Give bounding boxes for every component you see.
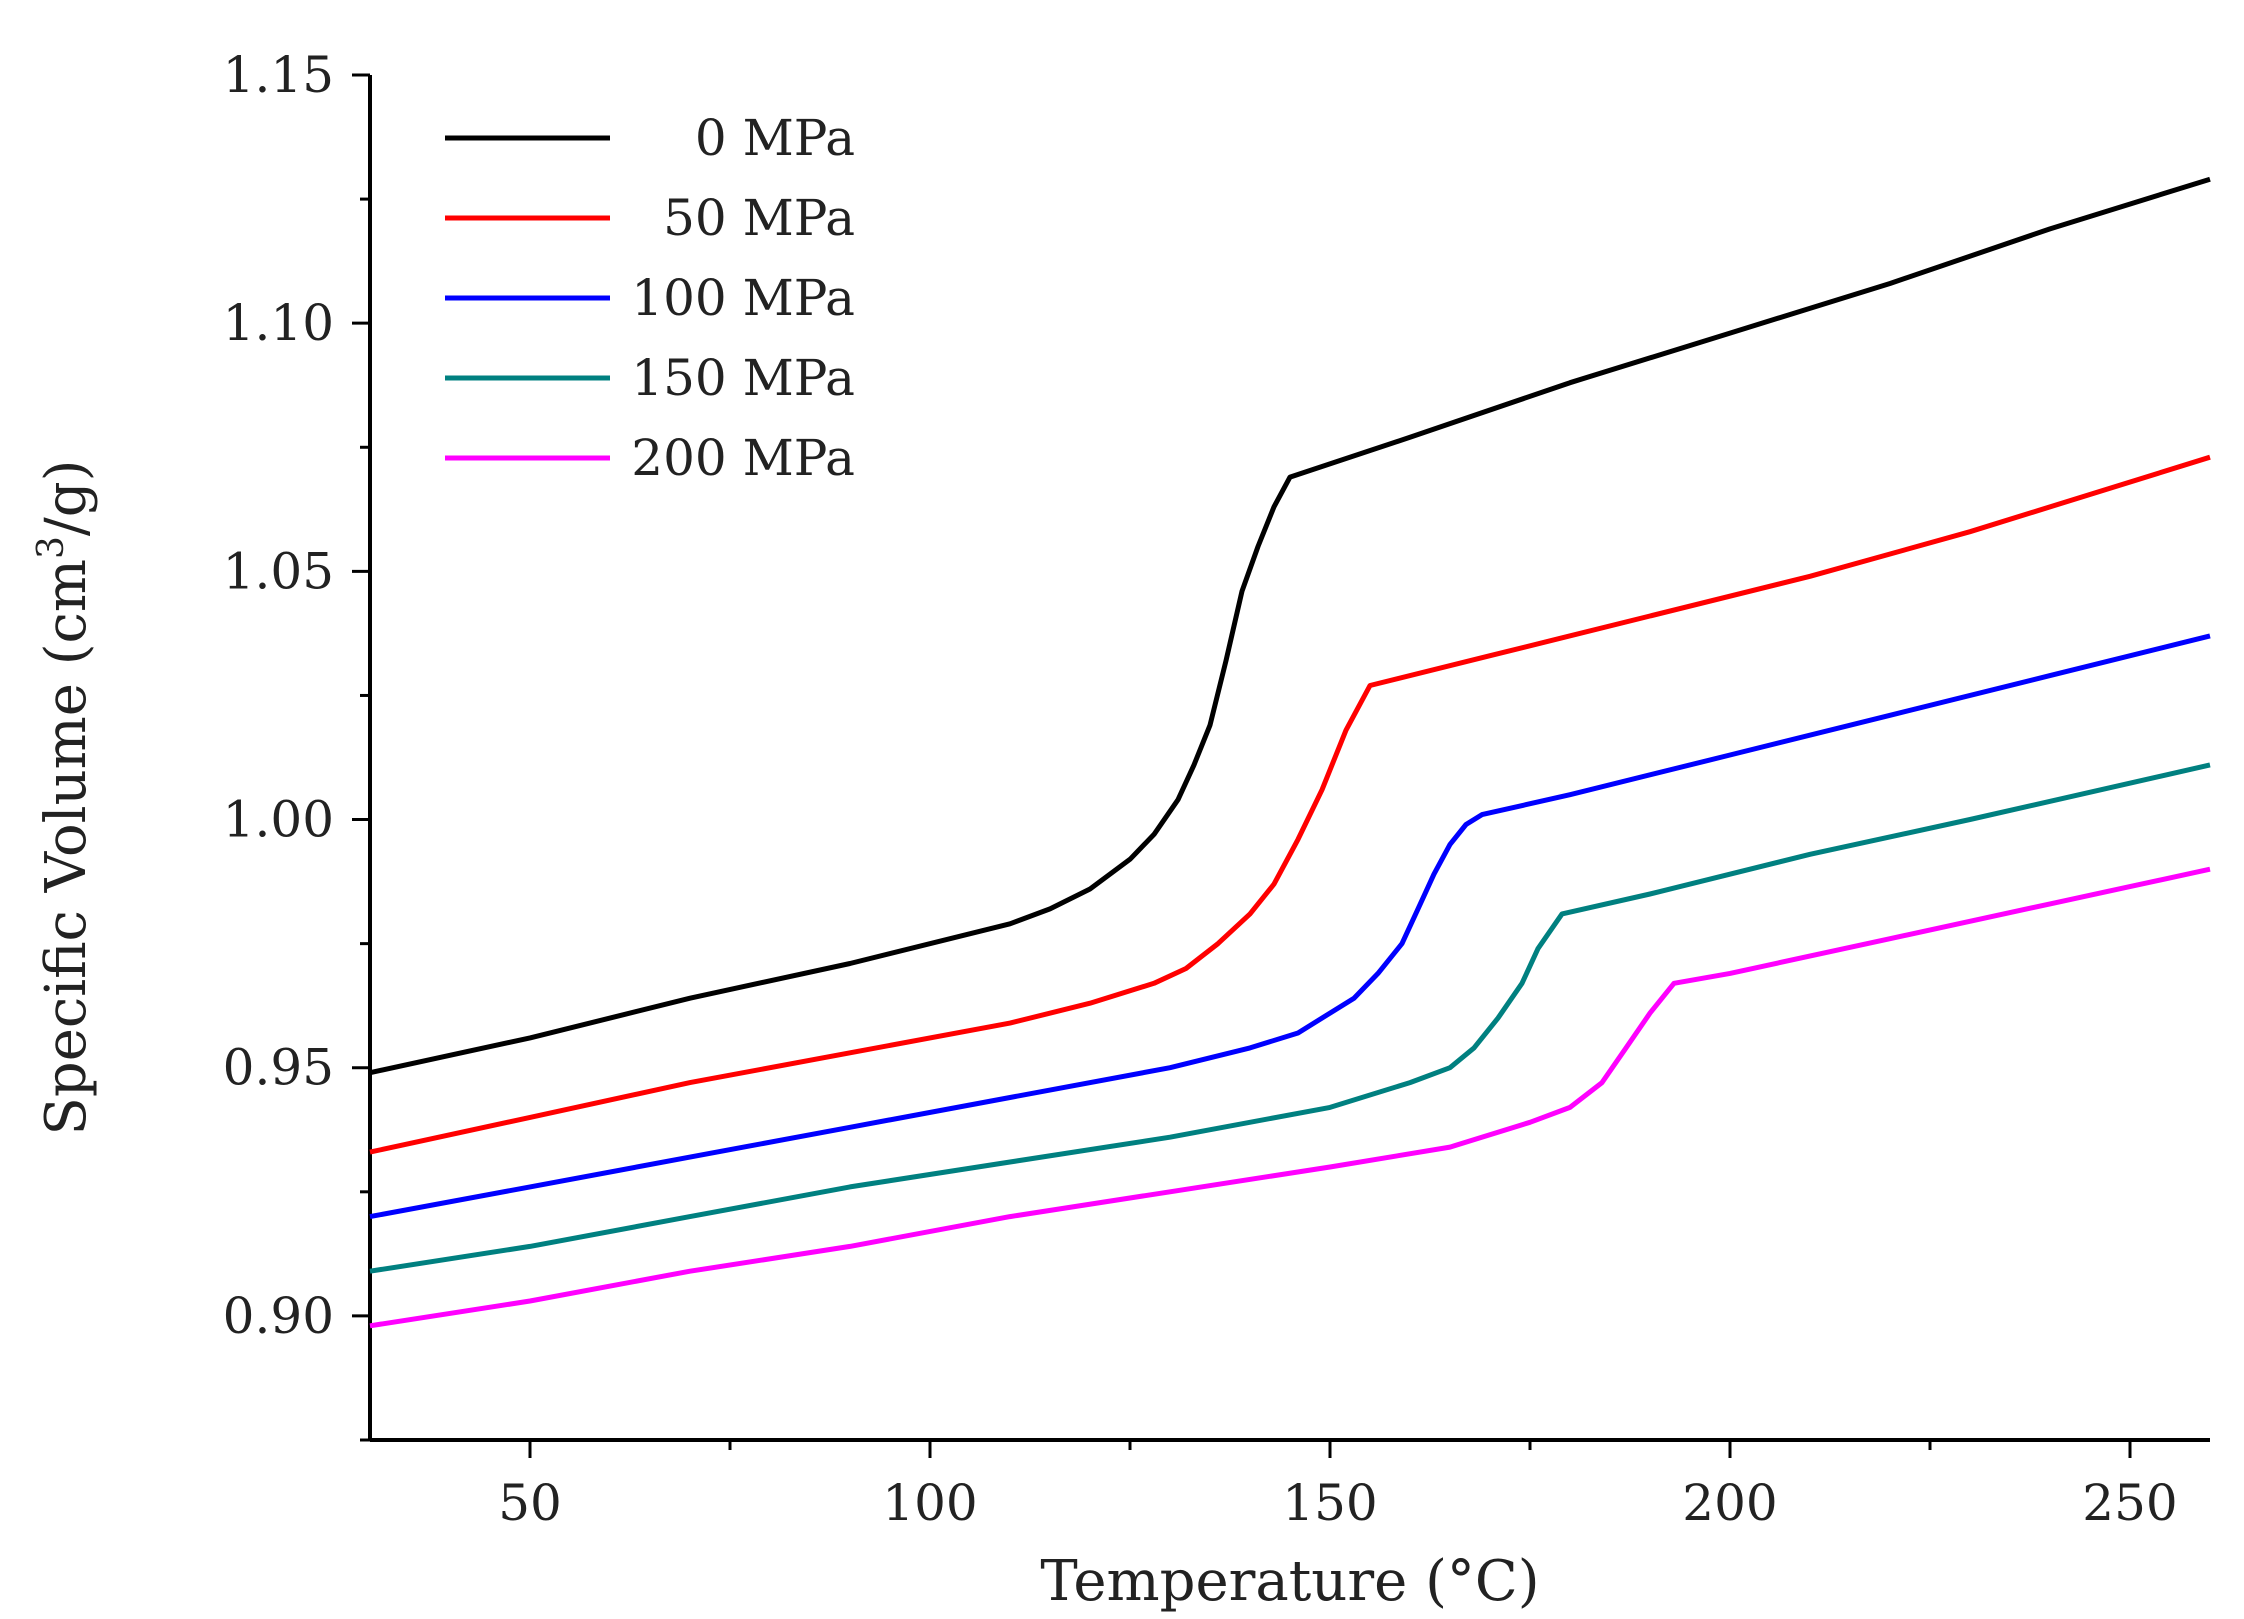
x-tick-label: 250 bbox=[2082, 1474, 2177, 1532]
legend-label: 150 MPa bbox=[631, 349, 855, 407]
y-tick-label: 1.00 bbox=[223, 791, 334, 849]
series-line-0-mpa bbox=[369, 176, 2211, 1076]
series-line-100-mpa bbox=[369, 633, 2211, 1220]
y-tick-label: 1.15 bbox=[223, 46, 334, 104]
series-line-150-mpa bbox=[369, 762, 2211, 1274]
series-line-50-mpa bbox=[369, 454, 2211, 1155]
x-tick-label: 150 bbox=[1282, 1474, 1377, 1532]
legend-label: 200 MPa bbox=[631, 429, 855, 487]
series-layer bbox=[369, 176, 2211, 1329]
y-axis-title: Specific Volume (cm3/g) bbox=[31, 460, 99, 1136]
y-axis-title-superscript: 3 bbox=[31, 536, 72, 559]
y-axis-title-main: Specific Volume (cm bbox=[34, 559, 99, 1136]
x-tick-label: 200 bbox=[1682, 1474, 1777, 1532]
x-tick-label: 100 bbox=[882, 1474, 977, 1532]
y-tick-label: 0.90 bbox=[223, 1287, 334, 1345]
x-axis-title: Temperature (°C) bbox=[1040, 1549, 1539, 1614]
y-tick-label: 0.95 bbox=[223, 1039, 334, 1097]
y-tick-label: 1.10 bbox=[223, 294, 334, 352]
legend-label: 50 MPa bbox=[663, 189, 855, 247]
y-axis-title-tail: /g) bbox=[34, 460, 99, 537]
x-tick-label: 50 bbox=[498, 1474, 562, 1532]
y-tick-label: 1.05 bbox=[223, 542, 334, 600]
legend: 0 MPa 50 MPa 100 MPa 150 MPa 200 MPa bbox=[445, 109, 855, 487]
legend-label: 100 MPa bbox=[631, 269, 855, 327]
series-line-200-mpa bbox=[369, 866, 2211, 1329]
legend-label: 0 MPa bbox=[695, 109, 855, 167]
axes: 0.90 0.95 1.00 1.05 1.10 1.15 50 100 150 200 250 bbox=[223, 46, 2210, 1532]
